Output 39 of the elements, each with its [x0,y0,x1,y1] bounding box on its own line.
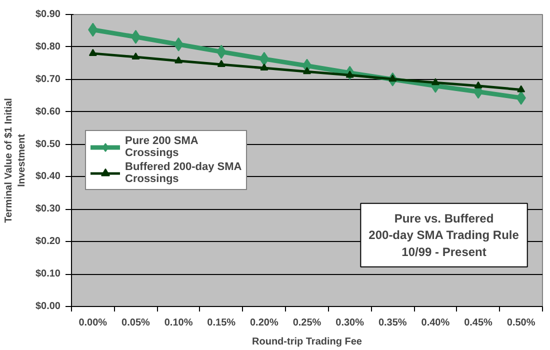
point [260,63,268,71]
x-tick-label: 0.30% [336,318,364,328]
point [174,56,183,64]
point [346,70,354,78]
x-tick-label: 0.05% [122,318,150,328]
point [217,60,226,67]
x-tick-label: 0.20% [250,318,278,328]
annotation: Pure vs. Buffered 200-day SMA Trading Rule 10/99 - Present [368,211,520,259]
y-tick-label: $0.70 [35,74,61,85]
y-tick-label: $0.20 [35,236,61,248]
y-tick-label: $0.90 [35,9,61,20]
point [431,78,440,86]
point [259,52,270,66]
x-tick-label: 0.45% [464,318,493,328]
point [88,48,97,56]
x-axis-title: Round-trip Trading Fee [252,336,362,348]
point [517,85,526,92]
y-axis-title: Terminal Value of $1 Initial Investment [3,98,28,223]
y-tick-label: $0.80 [35,41,61,52]
point [474,81,482,88]
y-tick-label: $0.60 [35,106,61,118]
y-tick-label: $0.30 [35,204,61,215]
y-tick-label: $0.50 [35,138,61,150]
point [303,67,311,74]
point [132,52,140,60]
point [130,30,141,44]
x-tick-label: 0.50% [506,318,536,328]
legend-label: Buffered 200-day SMA Crossings [125,161,242,185]
y-tick-label: $0.00 [35,301,61,312]
x-tick-label: 0.15% [207,318,236,328]
x-tick-label: 0.10% [164,318,193,328]
y-tick-label: $0.40 [35,171,61,182]
x-tick-label: 0.25% [292,318,322,328]
x-tick-label: 0.00% [78,318,108,328]
point [388,74,397,82]
y-tick-label: $0.10 [35,268,61,280]
x-tick-label: 0.35% [378,318,407,328]
legend-label: Pure 200 SMA Crossings [125,135,198,159]
x-tick-label: 0.40% [421,318,450,328]
